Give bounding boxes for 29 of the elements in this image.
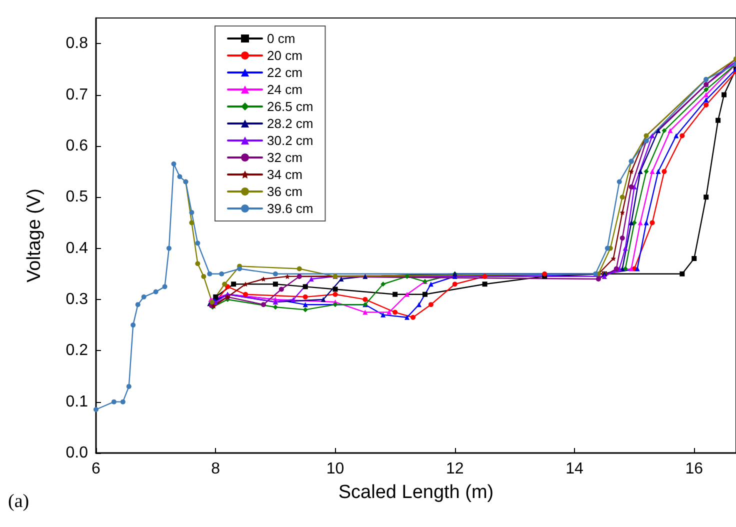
- x-tick-label: 10: [326, 460, 344, 478]
- x-tick-label: 8: [211, 460, 220, 478]
- legend-label: 20 cm: [267, 48, 302, 63]
- y-tick-label: 0.5: [66, 188, 88, 206]
- y-tick-label: 0.8: [66, 35, 88, 52]
- y-tick-label: 0.7: [66, 86, 88, 104]
- legend-label: 39.6 cm: [267, 201, 314, 216]
- y-tick-label: 0.2: [66, 342, 88, 360]
- y-tick-label: 0.6: [66, 137, 88, 154]
- legend-label: 24 cm: [267, 82, 302, 97]
- legend-label: 22 cm: [267, 65, 302, 80]
- x-tick-label: 14: [566, 460, 584, 478]
- x-tick-label: 6: [92, 460, 101, 478]
- legend-label: 26.5 cm: [267, 99, 314, 114]
- y-axis-title: Voltage (V): [24, 188, 45, 282]
- x-axis-title: Scaled Length (m): [338, 482, 494, 503]
- legend-label: 0 cm: [267, 31, 296, 46]
- x-tick-label: 12: [446, 460, 464, 478]
- y-tick-label: 0.0: [66, 444, 88, 462]
- x-tick-label: 16: [685, 460, 704, 478]
- legend-label: 32 cm: [267, 150, 302, 165]
- y-tick-label: 0.1: [66, 393, 88, 410]
- legend-label: 36 cm: [267, 184, 302, 199]
- legend-label: 30.2 cm: [267, 133, 314, 148]
- legend-label: 34 cm: [267, 167, 302, 182]
- text: (a): [8, 491, 30, 512]
- legend-label: 28.2 cm: [267, 116, 314, 131]
- y-tick-label: 0.4: [66, 240, 88, 257]
- y-tick-label: 0.3: [66, 290, 88, 308]
